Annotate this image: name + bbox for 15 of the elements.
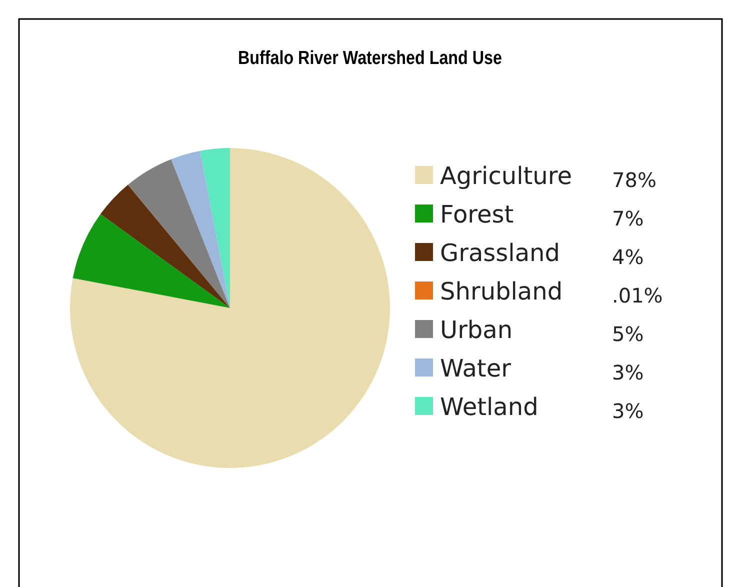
legend-label: Wetland: [440, 393, 538, 421]
legend-label: Forest: [440, 200, 514, 228]
legend-label: Agriculture: [440, 162, 572, 190]
data-label: 5%: [612, 322, 644, 346]
chart-title: Buffalo River Watershed Land Use: [238, 46, 502, 68]
legend-label: Urban: [440, 316, 513, 344]
data-label: 7%: [612, 206, 644, 230]
data-label: 4%: [612, 245, 644, 269]
legend-label: Water: [440, 354, 512, 382]
legend-label: Grassland: [440, 239, 560, 267]
data-label: 78%: [612, 168, 656, 192]
legend-label: Shrubland: [440, 278, 563, 306]
data-label: .01%: [612, 284, 663, 308]
data-label: 3%: [612, 399, 644, 423]
data-label: 3%: [612, 360, 644, 384]
